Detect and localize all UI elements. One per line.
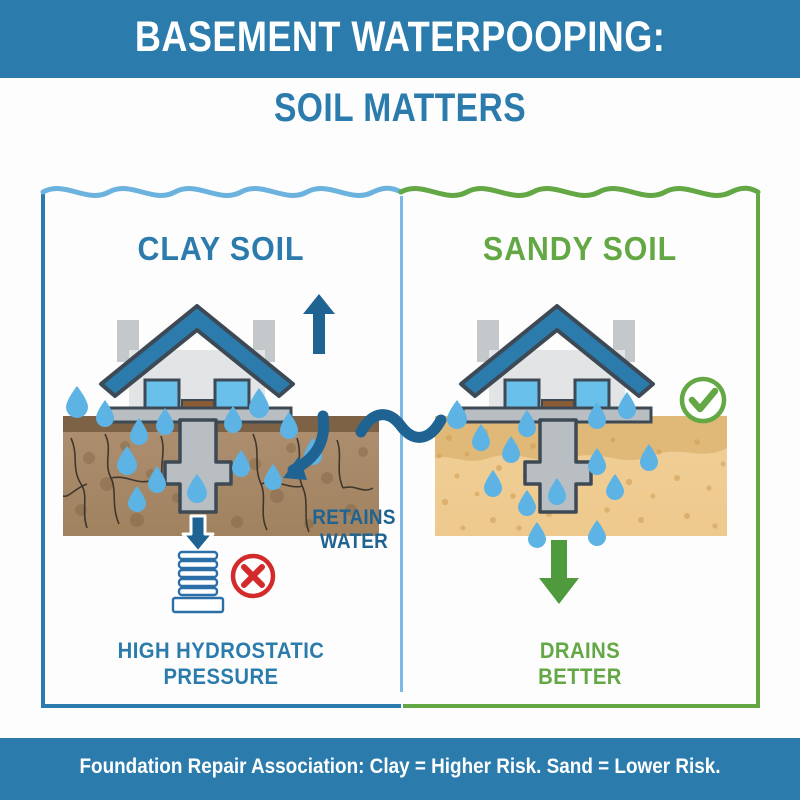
retains-water-line1: RETAINS xyxy=(312,506,396,529)
sandy-caption: DRAINS BETTER xyxy=(415,638,744,690)
weeping-tile-icon xyxy=(171,550,225,614)
footer-text: Foundation Repair Association: Clay = Hi… xyxy=(79,755,721,778)
sandy-caption-line2: BETTER xyxy=(538,664,622,689)
house-icon xyxy=(459,304,655,439)
clay-soil-illustration xyxy=(63,294,379,614)
water-droplets xyxy=(447,392,658,548)
sandy-caption-line1: DRAINS xyxy=(539,638,621,663)
panel-divider xyxy=(400,196,403,692)
clay-soil-title: CLAY SOIL xyxy=(137,230,305,267)
foundation-icon xyxy=(101,406,293,514)
check-circle-icon xyxy=(679,376,727,424)
drains-down-arrow xyxy=(539,540,579,604)
retains-water-line2: WATER xyxy=(319,530,389,553)
clay-caption-line2: PRESSURE xyxy=(163,664,279,689)
clay-caption: HIGH HYDROSTATIC PRESSURE xyxy=(55,638,386,690)
retains-water-curved-arrow xyxy=(283,410,330,480)
tilde-wave-icon xyxy=(355,409,447,443)
page-subtitle: SOIL MATTERS xyxy=(273,86,527,130)
clay-panel-border xyxy=(40,185,404,708)
foundation-icon xyxy=(461,406,653,514)
panel-sandy-soil: SANDY SOIL xyxy=(398,178,761,708)
clay-caption-line1: HIGH HYDROSTATIC xyxy=(117,638,325,663)
panel-clay-soil: CLAY SOIL xyxy=(40,178,404,781)
retains-water-label: RETAINS WATER xyxy=(305,506,404,554)
sandy-soil-illustration xyxy=(435,304,727,604)
header-band xyxy=(0,0,800,78)
x-circle-icon xyxy=(230,553,276,599)
sandy-panel-border xyxy=(398,185,761,708)
page-title: BASEMENT WATERPOOPING: xyxy=(134,13,666,61)
pressure-down-arrow xyxy=(181,514,215,554)
retains-water-up-arrow xyxy=(303,294,335,354)
footer-band xyxy=(0,738,800,800)
sandy-soil-title: SANDY SOIL xyxy=(482,230,678,267)
